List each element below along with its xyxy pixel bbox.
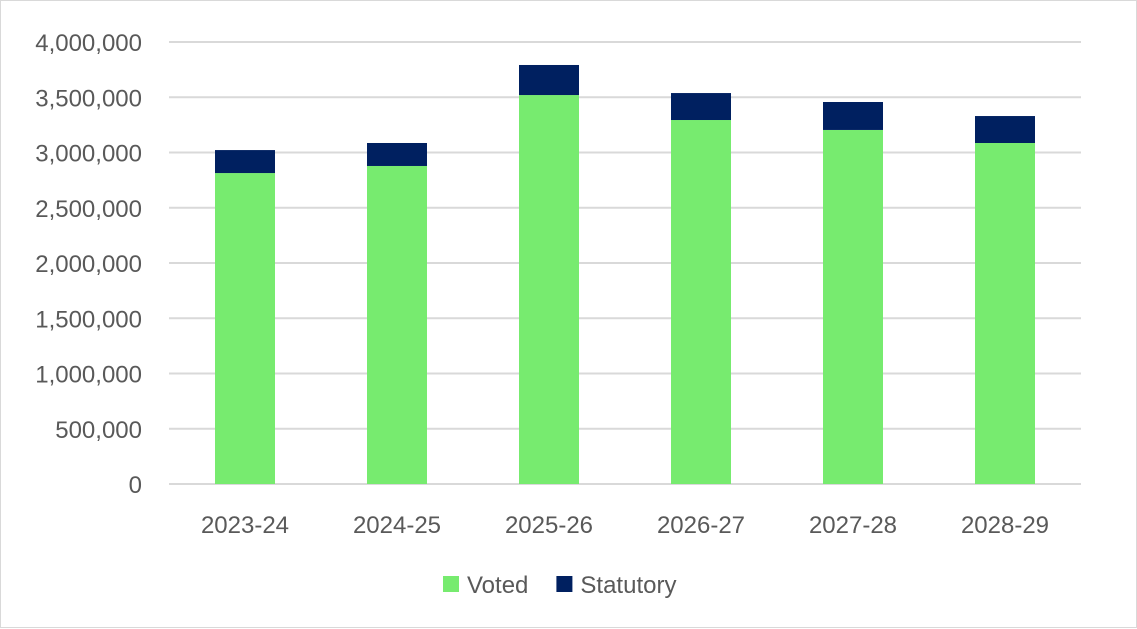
x-tick-label: 2025-26 [505, 512, 593, 539]
y-tick-label: 1,500,000 [35, 306, 142, 333]
bar-statutory-2024-25 [367, 142, 427, 166]
legend-swatch-voted [443, 576, 459, 592]
y-tick-label: 500,000 [55, 417, 142, 444]
bar-statutory-2027-28 [823, 102, 883, 130]
x-tick-label: 2027-28 [809, 512, 897, 539]
bar-voted-2025-26 [519, 95, 579, 484]
y-tick-label: 3,500,000 [35, 85, 142, 112]
bar-voted-2023-24 [215, 173, 275, 485]
legend-label-voted: Voted [467, 572, 528, 599]
x-tick-label: 2024-25 [353, 512, 441, 539]
y-tick-label: 2,000,000 [35, 251, 142, 278]
bar-voted-2028-29 [975, 142, 1035, 484]
y-tick-label: 2,500,000 [35, 196, 142, 223]
bar-voted-2024-25 [367, 165, 427, 484]
y-tick-label: 4,000,000 [35, 30, 142, 57]
bar-statutory-2023-24 [215, 150, 275, 174]
legend-swatch-statutory [556, 576, 573, 592]
bar-voted-2026-27 [671, 120, 731, 484]
bar-statutory-2028-29 [975, 116, 1035, 143]
x-tick-label: 2026-27 [657, 512, 745, 539]
y-tick-label: 0 [129, 472, 142, 499]
bar-statutory-2026-27 [671, 93, 731, 121]
y-tick-label: 3,000,000 [35, 141, 142, 168]
x-tick-label: 2023-24 [201, 512, 289, 539]
bar-voted-2027-28 [823, 129, 883, 484]
x-tick-label: 2028-29 [961, 512, 1049, 539]
y-tick-label: 1,000,000 [35, 362, 142, 389]
bar-statutory-2025-26 [519, 64, 579, 96]
legend-label-statutory: Statutory [580, 572, 676, 599]
